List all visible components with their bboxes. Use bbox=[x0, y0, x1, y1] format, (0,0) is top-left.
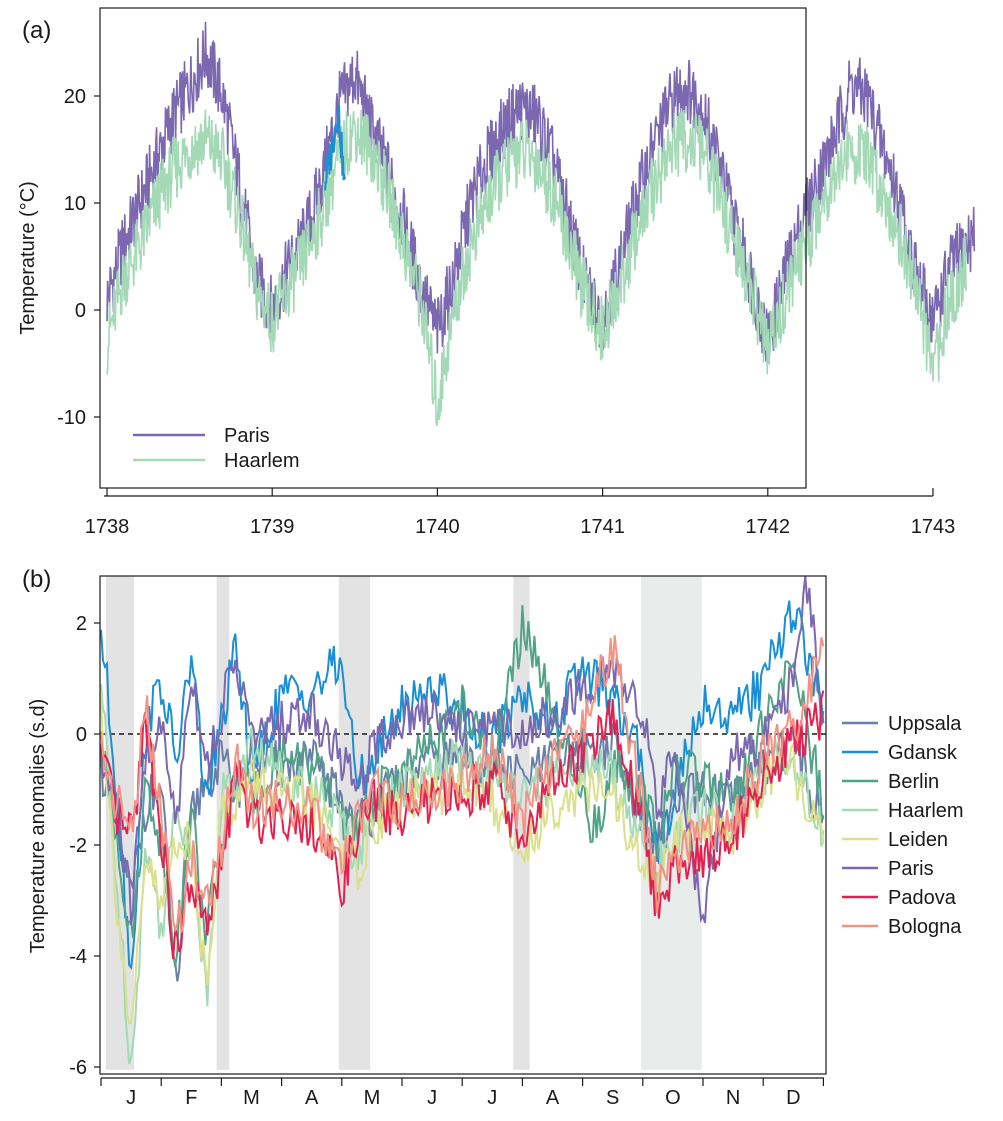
x-tick-label: 1738 bbox=[85, 516, 130, 538]
x-tick-label: 1741 bbox=[580, 516, 625, 538]
panel-a-plot-frame bbox=[99, 7, 807, 489]
series-line-berlin bbox=[100, 605, 825, 968]
series-line-padova bbox=[100, 690, 825, 960]
panel-b-series-group bbox=[100, 575, 825, 1065]
legend-label-leiden: Leiden bbox=[888, 829, 948, 851]
x-tick-label-month: A bbox=[546, 1087, 560, 1109]
legend-label-paris: Paris bbox=[888, 858, 934, 880]
x-tick-label: 1740 bbox=[415, 516, 460, 538]
legend-label-uppsala: Uppsala bbox=[888, 713, 962, 735]
x-tick-label: 1739 bbox=[250, 516, 295, 538]
legend-label-haarlem: Haarlem bbox=[224, 450, 300, 472]
shaded-band bbox=[216, 576, 230, 1070]
legend-label-haarlem: Haarlem bbox=[888, 800, 964, 822]
x-tick-label: 1743 bbox=[911, 516, 956, 538]
panel-a-series-group bbox=[106, 21, 976, 427]
x-tick-label-month: M bbox=[364, 1087, 381, 1109]
y-tick-label: -6 bbox=[69, 1057, 87, 1079]
series-line-highlight bbox=[324, 104, 346, 191]
panel-b-y-axis-label: Temperature anomalies (s.d) bbox=[27, 699, 49, 954]
x-tick-label-month: J bbox=[126, 1087, 136, 1109]
y-tick-label: -10 bbox=[57, 407, 86, 429]
panel-a-label: (a) bbox=[22, 17, 51, 44]
x-tick-label: 1742 bbox=[746, 516, 791, 538]
x-tick-label-month: S bbox=[606, 1087, 619, 1109]
y-tick-label: 0 bbox=[75, 300, 86, 322]
x-tick-label-month: D bbox=[786, 1087, 800, 1109]
y-tick-label: -2 bbox=[69, 835, 87, 857]
x-tick-label-month: N bbox=[726, 1087, 740, 1109]
panel-b-legend: Uppsala Gdansk Berlin Haarlem Leiden Paris Pad… bbox=[842, 713, 964, 938]
y-tick-label: 20 bbox=[64, 86, 86, 108]
x-tick-label-month: J bbox=[487, 1087, 497, 1109]
legend-label-gdansk: Gdansk bbox=[888, 742, 958, 764]
panel-b-label: (b) bbox=[22, 566, 51, 593]
x-tick-label-month: J bbox=[427, 1087, 437, 1109]
series-line-paris bbox=[100, 575, 825, 926]
series-line-haarlem bbox=[106, 108, 967, 427]
x-tick-label-month: A bbox=[305, 1087, 319, 1109]
x-tick-label-month: M bbox=[243, 1087, 260, 1109]
y-tick-label: 0 bbox=[76, 724, 87, 746]
y-tick-label: 10 bbox=[64, 193, 86, 215]
panel-a-y-ticks: -10 0 10 20 bbox=[57, 86, 100, 429]
legend-label-bologna: Bologna bbox=[888, 916, 962, 938]
panel-a-legend: Paris Haarlem bbox=[133, 425, 300, 472]
y-tick-label: -4 bbox=[69, 946, 87, 968]
x-tick-label-month: F bbox=[185, 1087, 197, 1109]
legend-label-padova: Padova bbox=[888, 887, 957, 909]
panel-a-y-axis-label: Temperature (°C) bbox=[17, 181, 39, 335]
panel-b-y-ticks: -6 -4 -2 0 2 bbox=[69, 613, 100, 1079]
legend-label-paris: Paris bbox=[224, 425, 270, 447]
y-tick-label: 2 bbox=[76, 613, 87, 635]
panel-a-x-ticks: 1738 1739 1740 1741 1742 1743 bbox=[85, 488, 956, 538]
legend-label-berlin: Berlin bbox=[888, 771, 939, 793]
series-line-bologna bbox=[100, 635, 825, 934]
panel-b: (b) Temperature anomalies (s.d) -6 -4 -2 0 2… bbox=[22, 566, 964, 1109]
panel-b-plot-frame bbox=[99, 575, 827, 1075]
x-tick-label-month: O bbox=[665, 1087, 681, 1109]
series-line-haarlem bbox=[100, 684, 825, 1065]
